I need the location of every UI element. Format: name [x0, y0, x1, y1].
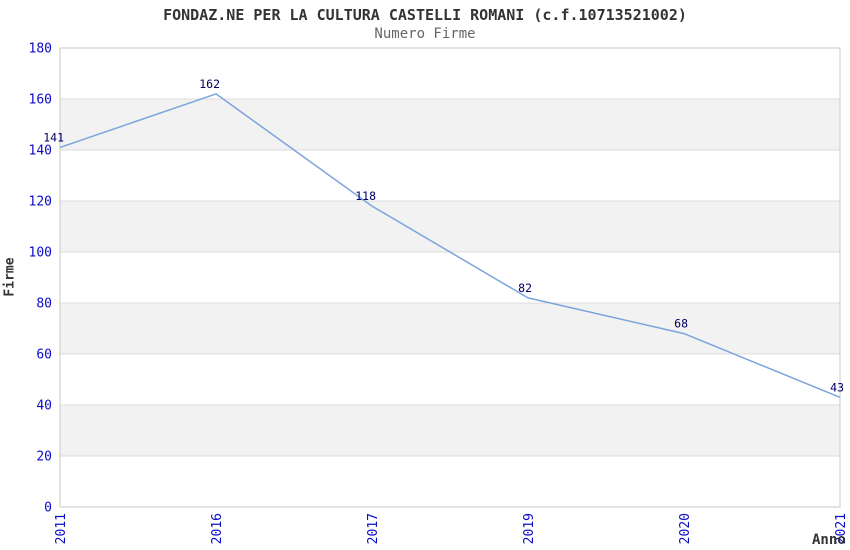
x-tick-label: 2017 [366, 513, 381, 544]
plot-band [60, 354, 840, 405]
data-point-label: 68 [674, 317, 688, 331]
x-tick-label: 2016 [210, 513, 225, 544]
plot-band [60, 405, 840, 456]
x-tick-label: 2011 [54, 513, 69, 544]
plot-band [60, 150, 840, 201]
y-tick-label: 80 [36, 297, 52, 312]
x-tick-label: 2019 [522, 513, 537, 544]
data-point-label: 82 [518, 281, 532, 295]
y-tick-label: 0 [44, 501, 52, 516]
y-tick-label: 40 [36, 399, 52, 414]
chart-subtitle: Numero Firme [374, 26, 476, 42]
x-tick-label: 2020 [678, 513, 693, 544]
data-line [59, 93, 841, 399]
data-point-label: 141 [43, 130, 64, 144]
chart-title: FONDAZ.NE PER LA CULTURA CASTELLI ROMANI… [163, 6, 687, 24]
data-point-label: 118 [355, 189, 376, 203]
y-tick-label: 100 [29, 246, 52, 261]
y-tick-label: 160 [29, 93, 52, 108]
plot-band [60, 201, 840, 252]
x-axis-title: Anno [812, 532, 846, 548]
data-point-label: 162 [199, 77, 220, 91]
plot-band [60, 48, 840, 99]
plot-band [60, 456, 840, 507]
plot-band [60, 252, 840, 303]
y-tick-label: 140 [29, 144, 52, 159]
plot-band [60, 99, 840, 150]
y-tick-label: 120 [29, 195, 52, 210]
x-tick-label: 2021 [834, 513, 849, 544]
y-tick-label: 60 [36, 348, 52, 363]
data-point-label: 43 [830, 380, 844, 394]
y-tick-label: 20 [36, 450, 52, 465]
y-tick-label: 180 [29, 42, 52, 57]
plot-band [60, 303, 840, 354]
plot-border [59, 47, 841, 508]
